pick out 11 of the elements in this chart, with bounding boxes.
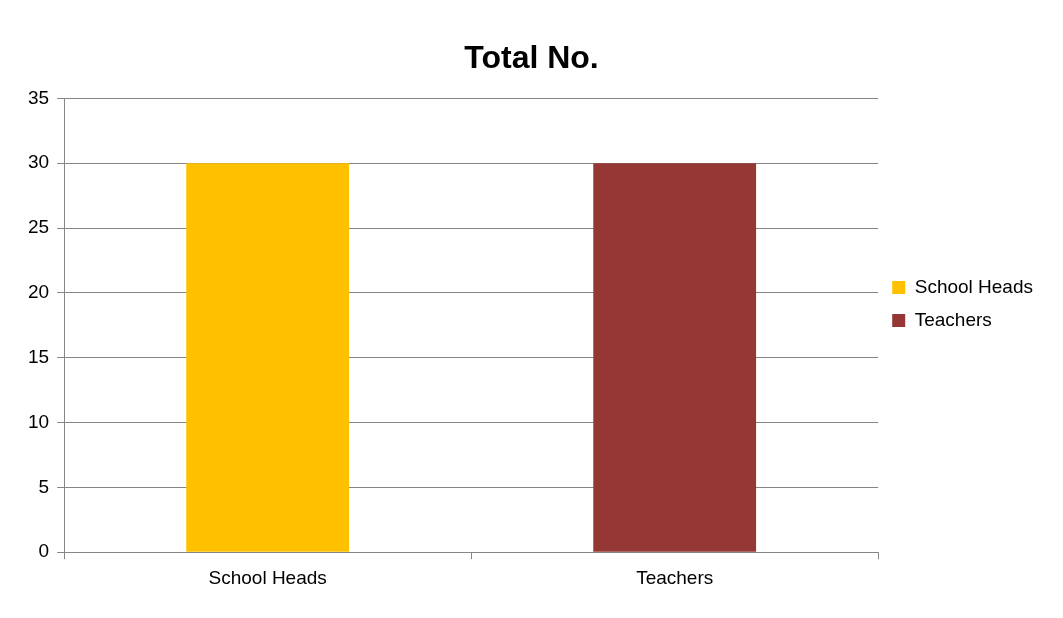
chart-title: Total No. <box>464 39 599 76</box>
legend-label: Teachers <box>914 308 992 330</box>
y-tick-label: 35 <box>27 86 50 108</box>
y-tick-label: 0 <box>38 540 50 562</box>
legend-label: School Heads <box>914 275 1033 297</box>
y-tick-label: 15 <box>27 345 50 367</box>
y-tick-label: 30 <box>27 151 50 173</box>
y-tick-label: 25 <box>27 216 50 238</box>
y-tick-label: 5 <box>38 475 50 497</box>
y-tick-label: 20 <box>27 281 50 303</box>
y-tick-label: 10 <box>27 410 50 432</box>
